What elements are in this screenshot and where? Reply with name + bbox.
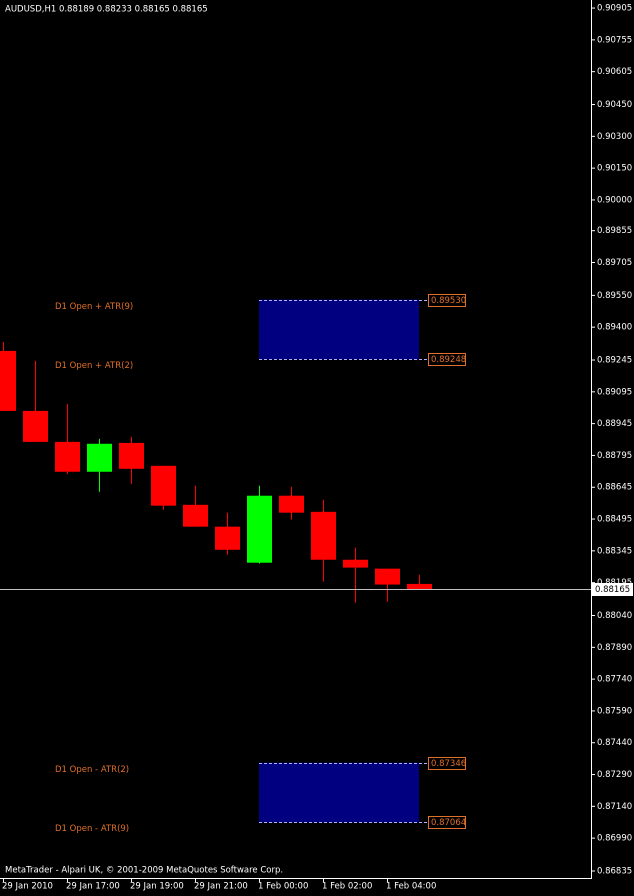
y-tick-label: 0.90450 xyxy=(597,100,632,110)
level-label-box xyxy=(428,353,466,366)
y-tick-label: 0.88645 xyxy=(597,483,632,493)
level-label: 0.87346 xyxy=(431,759,466,769)
x-tick-label: 29 Jan 17:00 xyxy=(66,882,120,892)
chart-title: AUDUSD,H1 0.88189 0.88233 0.88165 0.8816… xyxy=(5,5,208,15)
y-tick-label: 0.87740 xyxy=(597,675,632,685)
current-price-label: 0.88165 xyxy=(595,585,630,595)
y-tick-label: 0.86835 xyxy=(597,867,632,877)
y-tick-label: 0.87440 xyxy=(597,738,632,748)
y-tick-label: 0.88345 xyxy=(597,546,632,556)
level-name: D1 Open + ATR(9) xyxy=(55,302,133,312)
y-tick-label: 0.89705 xyxy=(597,258,632,268)
atr-zone xyxy=(259,762,419,823)
y-tick-label: 0.86990 xyxy=(597,834,632,844)
candle-body xyxy=(407,583,432,590)
candle-body xyxy=(183,504,208,527)
candle-body xyxy=(247,495,272,563)
candle-body xyxy=(87,443,112,472)
y-tick-label: 0.90605 xyxy=(597,67,632,77)
level-label: 0.87064 xyxy=(431,818,466,828)
candle-body xyxy=(119,442,144,469)
level-label-box xyxy=(428,757,466,770)
y-tick-label: 0.87290 xyxy=(597,770,632,780)
level-name: D1 Open - ATR(2) xyxy=(55,765,129,775)
y-tick-label: 0.88795 xyxy=(597,451,632,461)
y-tick-label: 0.89550 xyxy=(597,291,632,301)
level-label: 0.89248 xyxy=(431,355,466,365)
y-tick-label: 0.88495 xyxy=(597,515,632,525)
y-tick-label: 0.88945 xyxy=(597,419,632,429)
y-tick-label: 0.90755 xyxy=(597,35,632,45)
y-tick-label: 0.87140 xyxy=(597,802,632,812)
x-tick-label: 1 Feb 00:00 xyxy=(258,882,308,892)
candle-body xyxy=(343,559,368,568)
y-tick-label: 0.90300 xyxy=(597,132,632,142)
candle-body xyxy=(279,495,304,513)
candle-body xyxy=(23,410,48,442)
candle-body xyxy=(215,526,240,550)
level-label-box xyxy=(428,294,466,307)
y-tick-label: 0.90150 xyxy=(597,164,632,174)
x-tick-label: 29 Jan 19:00 xyxy=(130,882,184,892)
y-tick-label: 0.89400 xyxy=(597,323,632,333)
y-tick-label: 0.90000 xyxy=(597,195,632,205)
y-tick-label: 0.88040 xyxy=(597,611,632,621)
level-label: 0.89530 xyxy=(431,296,466,306)
x-tick-label: 29 Jan 2010 xyxy=(2,882,53,892)
current-price-box xyxy=(592,583,633,596)
level-label-box xyxy=(428,816,466,829)
level-name: D1 Open + ATR(2) xyxy=(55,361,133,371)
y-tick-label: 0.90905 xyxy=(597,4,632,14)
x-tick-label: 29 Jan 21:00 xyxy=(194,882,248,892)
atr-zone xyxy=(259,299,419,360)
candle-body xyxy=(151,465,176,506)
y-tick-label: 0.87590 xyxy=(597,706,632,716)
candle-body xyxy=(375,568,400,585)
y-tick-label: 0.87890 xyxy=(597,643,632,653)
candle-body xyxy=(311,511,336,560)
footer: MetaTrader - Alpari UK, © 2001-2009 Meta… xyxy=(5,866,283,876)
y-tick-label: 0.89245 xyxy=(597,356,632,366)
y-tick-label: 0.89855 xyxy=(597,226,632,236)
candle-body xyxy=(0,350,16,411)
x-tick-label: 1 Feb 02:00 xyxy=(322,882,372,892)
y-tick-label: 0.89095 xyxy=(597,387,632,397)
candle-body xyxy=(55,441,80,472)
x-tick-label: 1 Feb 04:00 xyxy=(386,882,436,892)
level-name: D1 Open - ATR(9) xyxy=(55,824,129,834)
